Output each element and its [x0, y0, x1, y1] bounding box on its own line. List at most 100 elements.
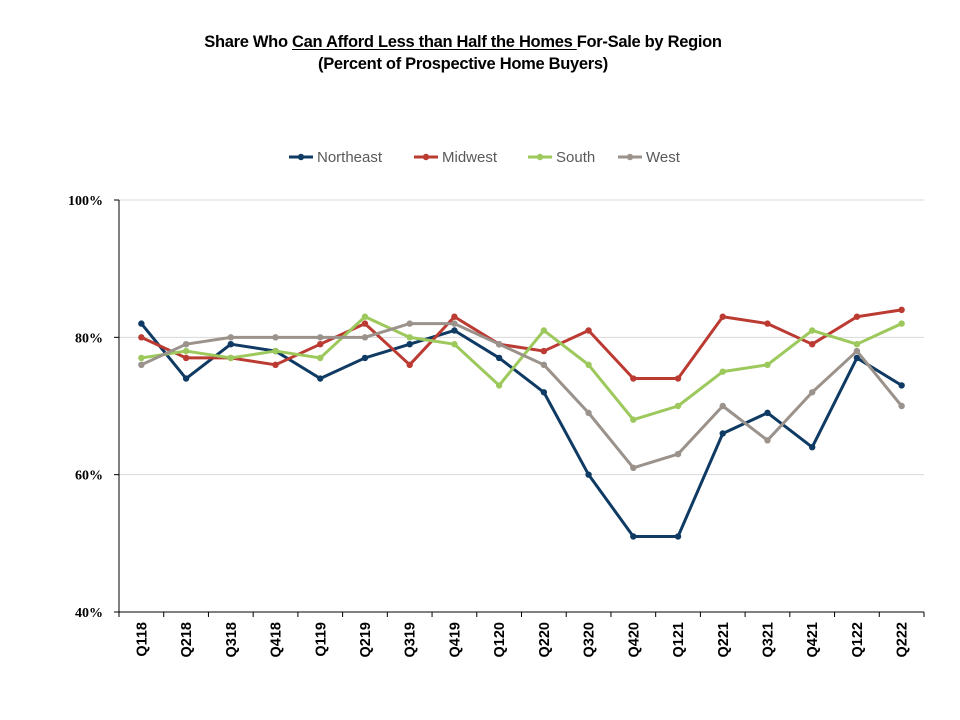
legend: Northeast Midwest South West — [289, 149, 681, 166]
data-point-midwest — [361, 320, 369, 327]
data-point-midwest — [138, 334, 145, 341]
data-point-northeast — [764, 409, 771, 417]
data-point-south — [361, 313, 369, 320]
data-point-northeast — [182, 375, 190, 382]
x-tick-label: Q420 — [626, 622, 642, 657]
data-point-midwest — [853, 313, 861, 320]
title-part-3: For-Sale by Region — [576, 33, 722, 51]
x-tick-label: Q320 — [582, 622, 598, 657]
data-point-northeast — [898, 382, 905, 389]
series-line-northeast — [139, 322, 904, 538]
y-tick-label: 80% — [75, 331, 103, 346]
data-point-west — [540, 361, 548, 368]
legend-marker-west — [626, 153, 634, 161]
x-tick-label: Q222 — [895, 622, 911, 657]
data-point-west — [182, 341, 190, 348]
series-line-west — [139, 322, 904, 470]
x-tick-label: Q219 — [358, 622, 374, 657]
data-point-west — [138, 361, 145, 368]
data-point-south — [540, 327, 548, 334]
data-point-south — [630, 416, 637, 423]
data-point-west — [317, 334, 324, 341]
data-point-south — [764, 361, 771, 368]
data-point-northeast — [451, 327, 458, 334]
data-point-west — [272, 334, 279, 341]
data-point-midwest — [719, 313, 726, 320]
title-part-underlined: Can Afford Less than Half the Homes — [292, 33, 577, 51]
data-point-south — [808, 327, 816, 334]
legend-marker-midwest — [422, 153, 430, 161]
legend-label-west: West — [646, 149, 681, 166]
x-tick-label: Q321 — [760, 622, 776, 657]
x-tick-label: Q419 — [447, 622, 463, 657]
x-tick-label: Q220 — [537, 622, 553, 657]
data-point-west — [808, 389, 816, 396]
data-point-northeast — [317, 375, 324, 382]
data-point-midwest — [182, 354, 190, 362]
data-point-northeast — [674, 533, 682, 540]
x-tick-label: Q120 — [492, 622, 508, 657]
data-point-west — [495, 341, 503, 348]
data-point-midwest — [630, 375, 637, 382]
data-point-midwest — [317, 341, 324, 348]
x-tick-label: Q418 — [269, 622, 285, 657]
legend-label-south: South — [556, 149, 595, 166]
legend-marker-northeast — [297, 153, 305, 161]
data-point-west — [585, 409, 592, 417]
series-line-south — [139, 315, 904, 422]
legend-label-midwest: Midwest — [442, 149, 498, 166]
x-tick-label: Q319 — [403, 622, 419, 657]
legend-marker-south — [536, 153, 544, 161]
data-point-west — [674, 450, 682, 458]
x-axis-ticks: Q118 Q218 Q318 Q418 Q119 Q219 Q319 Q419 Q120 Q220… — [118, 612, 925, 657]
data-point-south — [227, 354, 235, 362]
data-point-northeast — [495, 354, 503, 362]
data-point-midwest — [406, 361, 413, 368]
data-point-midwest — [674, 375, 682, 382]
data-point-west — [406, 320, 413, 327]
legend-label-northeast: Northeast — [317, 149, 383, 166]
data-point-west — [227, 334, 235, 341]
chart-subtitle: (Percent of Prospective Home Buyers) — [318, 55, 608, 73]
y-axis-ticks: 40% 60% 80% 100% — [68, 194, 119, 621]
data-point-midwest — [451, 313, 458, 320]
data-point-northeast — [630, 533, 637, 540]
x-tick-label: Q221 — [716, 622, 732, 657]
data-point-northeast — [585, 471, 592, 478]
data-point-west — [361, 334, 369, 341]
data-point-midwest — [272, 361, 279, 368]
data-point-south — [182, 347, 190, 355]
x-tick-label: Q118 — [134, 622, 150, 657]
data-point-south — [898, 320, 905, 327]
chart-title: Share Who Can Afford Less than Half the … — [0, 33, 926, 52]
data-point-northeast — [227, 341, 235, 348]
x-tick-label: Q421 — [805, 622, 821, 657]
data-point-south — [317, 354, 324, 362]
data-point-west — [764, 437, 771, 444]
data-point-northeast — [808, 444, 816, 451]
series-group — [138, 306, 905, 540]
data-point-south — [495, 382, 503, 389]
data-point-west — [630, 464, 637, 471]
series-line-midwest — [139, 308, 904, 381]
data-point-midwest — [808, 341, 816, 348]
data-point-northeast — [540, 389, 548, 396]
data-point-midwest — [585, 327, 592, 334]
data-point-south — [272, 347, 279, 355]
data-point-west — [898, 402, 905, 410]
data-point-northeast — [138, 320, 145, 327]
title-part-1: Share Who — [204, 33, 293, 51]
data-point-midwest — [540, 347, 548, 355]
x-tick-label: Q218 — [179, 622, 195, 657]
data-point-midwest — [898, 306, 905, 314]
data-point-south — [674, 402, 682, 410]
data-point-northeast — [719, 430, 726, 437]
x-tick-label: Q122 — [850, 622, 866, 657]
data-point-south — [138, 354, 145, 362]
x-tick-label: Q318 — [224, 622, 240, 657]
data-point-south — [451, 341, 458, 348]
data-point-northeast — [406, 341, 413, 348]
data-point-northeast — [361, 354, 369, 362]
x-tick-label: Q121 — [671, 622, 687, 657]
